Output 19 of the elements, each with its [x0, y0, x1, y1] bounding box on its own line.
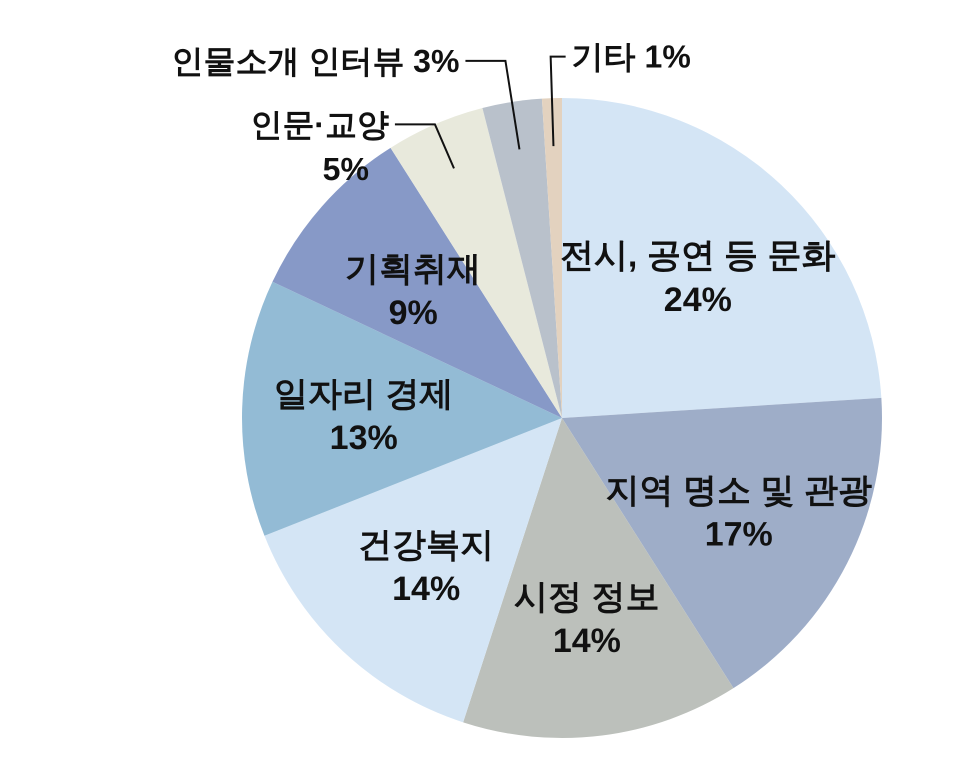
slice-label: 기타 1% [572, 38, 691, 75]
slice-label: 건강복지 [358, 526, 494, 564]
slice-label: 일자리 경제 [274, 374, 454, 413]
slice-label: 인물소개 인터뷰 3% [171, 42, 460, 79]
slice-label: 시정 정보 [514, 578, 660, 616]
data-label: 17% [704, 515, 773, 554]
pie-slice [562, 98, 882, 418]
slice-label: 인문·교양 [250, 106, 389, 142]
slice-label: 지역 명소 및 관광 [606, 471, 872, 510]
data-label: 14% [552, 622, 621, 660]
pie-slice [482, 98, 562, 418]
data-label: 5% [322, 151, 369, 188]
data-label: 24% [664, 280, 732, 319]
slice-label: 전시, 공연 등 문화 [560, 236, 836, 275]
data-label: 9% [388, 294, 438, 332]
data-label: 13% [330, 419, 398, 458]
data-label: 14% [392, 570, 460, 608]
pie-slice [272, 148, 562, 418]
slice-label: 기획취재 [345, 250, 482, 288]
